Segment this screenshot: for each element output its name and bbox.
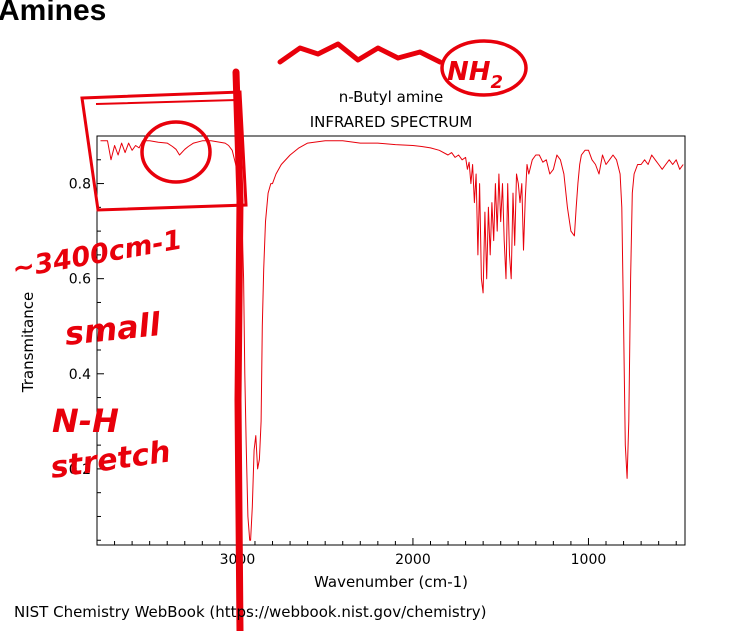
page-heading: Amines (0, 0, 107, 27)
y-tick-label: 0.8 (69, 177, 91, 193)
x-tick-label: 1000 (571, 552, 607, 568)
chart-title: n-Butyl amine (338, 88, 444, 106)
source-credit: NIST Chemistry WebBook (https://webbook.… (14, 603, 487, 621)
3000-marker-line (232, 68, 244, 631)
x-tick-label: 2000 (395, 552, 431, 568)
x-axis-label: Wavenumber (cm-1) (314, 573, 468, 591)
nh-peak-circle (140, 120, 212, 184)
y-tick-label: 0.6 (69, 272, 91, 288)
nh2-circle (440, 39, 528, 97)
y-tick-label: 0.2 (69, 462, 91, 478)
bond-note: N-H (52, 402, 119, 440)
nh2-formula-note: NH2 (447, 57, 503, 93)
y-tick-label: 0.4 (69, 367, 91, 383)
y-axis-label: Transmitance (19, 291, 37, 393)
alkyl-chain-sketch (277, 41, 443, 65)
chart-subtitle: INFRARED SPECTRUM (309, 113, 473, 131)
transmittance-series-line (100, 140, 684, 541)
size-note: small (63, 305, 163, 353)
plot-frame (96, 135, 686, 546)
nh-region-box (80, 90, 248, 212)
type-note: stretch (48, 434, 173, 485)
nh-region-box-inner (95, 98, 241, 199)
